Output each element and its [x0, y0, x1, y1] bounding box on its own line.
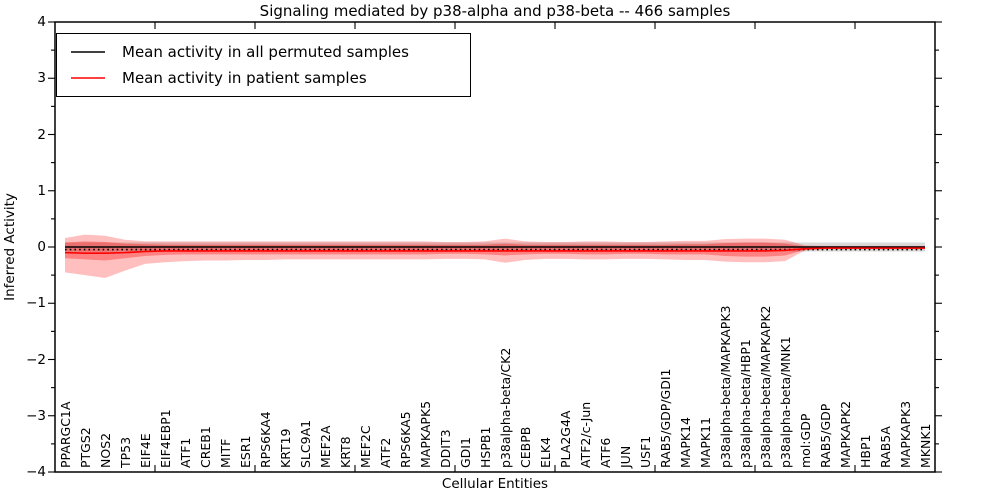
legend-line-icon — [71, 77, 105, 80]
legend-label-permuted: Mean activity in all permuted samples — [122, 42, 409, 61]
x-axis-label: Cellular Entities — [441, 476, 549, 492]
legend-entry-patient: Mean activity in patient samples — [71, 69, 470, 87]
chart-title: Signaling mediated by p38-alpha and p38-… — [259, 2, 731, 20]
series-line — [64, 247, 925, 254]
axes-frame — [54, 21, 936, 473]
legend-label-patient: Mean activity in patient samples — [122, 69, 367, 88]
patient-outer-band — [65, 234, 925, 278]
legend-entry-permuted: Mean activity in all permuted samples — [71, 43, 470, 61]
legend-line-icon — [71, 50, 105, 53]
legend: Mean activity in all permuted samples Me… — [56, 33, 471, 97]
